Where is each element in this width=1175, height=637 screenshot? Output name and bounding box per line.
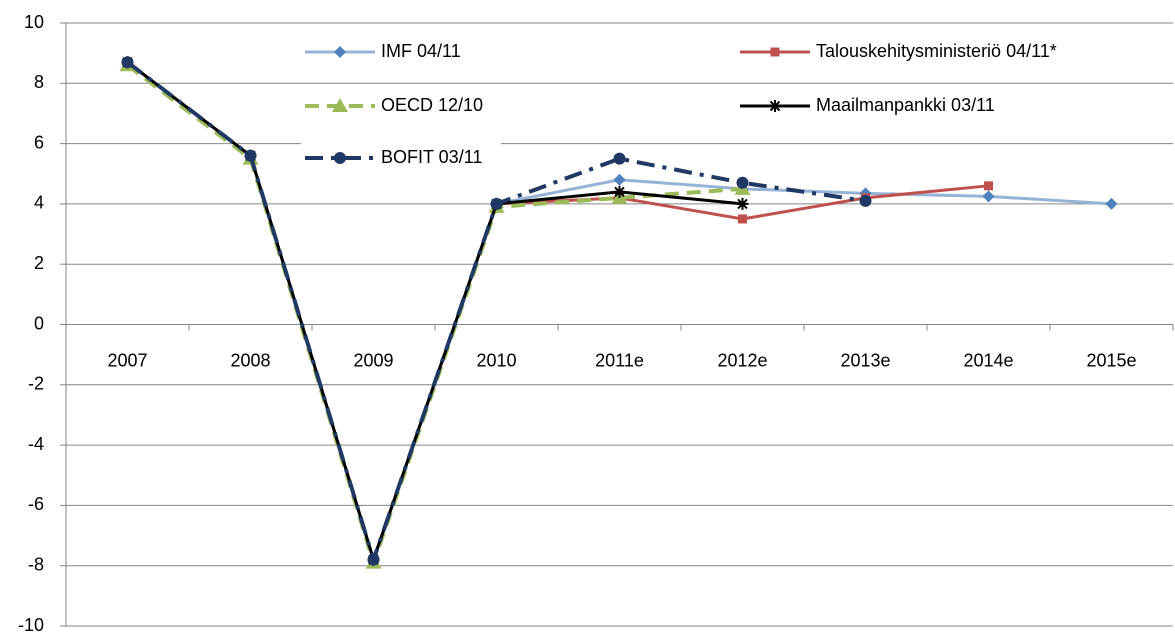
point (490, 197, 503, 210)
series-line (126, 63, 743, 570)
y-tick-label: 2 (34, 253, 44, 273)
point (859, 194, 872, 207)
y-tick-label: 10 (24, 12, 44, 32)
legend-entry: Maailmanpankki 03/11 (736, 90, 1026, 122)
point (738, 214, 747, 224)
legend-entry: BOFIT 03/11 (301, 142, 501, 174)
point (121, 56, 134, 69)
legend-entry: OECD 12/10 (301, 90, 491, 122)
point (984, 181, 993, 191)
point (367, 553, 380, 566)
legend-entry: Talouskehitysministeriö 04/11* (736, 36, 1126, 68)
point (1105, 197, 1118, 210)
x-tick-label: 2012e (717, 350, 767, 370)
point (736, 176, 749, 189)
x-tick-label: 2010 (476, 350, 516, 370)
y-tick-label: 6 (34, 132, 44, 152)
series (121, 56, 872, 567)
y-tick-label: 4 (34, 193, 44, 213)
point (613, 173, 626, 186)
point (613, 185, 626, 198)
y-tick-label: -2 (28, 374, 44, 394)
legend-label: IMF 04/11 (381, 41, 461, 61)
series-line (126, 60, 866, 567)
series-line (126, 61, 989, 565)
series (121, 56, 1118, 566)
series (119, 57, 751, 570)
legend-label: BOFIT 03/11 (381, 147, 482, 167)
y-tick-label: -10 (18, 615, 44, 635)
legend-marker (334, 46, 346, 58)
y-tick-label: -8 (28, 554, 44, 574)
y-tick-label: 8 (34, 72, 44, 92)
x-tick-label: 2009 (353, 350, 393, 370)
legend-marker (770, 47, 780, 57)
legend-entry: IMF 04/11 (301, 36, 481, 68)
legend-label: OECD 12/10 (381, 95, 483, 115)
legend-label: Maailmanpankki 03/11 (816, 95, 995, 115)
point (613, 152, 626, 165)
y-tick-label: 0 (34, 313, 44, 333)
y-tick-label: -4 (28, 434, 44, 454)
x-tick-label: 2013e (840, 350, 890, 370)
series (123, 57, 993, 565)
legend-label: Talouskehitysministeriö 04/11* (816, 41, 1057, 61)
legend-marker (334, 152, 346, 164)
x-tick-label: 2011e (595, 350, 644, 370)
legend-marker (332, 98, 348, 112)
series-line (126, 61, 1112, 565)
x-tick-label: 2014e (963, 350, 1013, 370)
legend-marker (769, 100, 781, 112)
x-tick-label: 2015e (1086, 350, 1136, 370)
y-tick-label: -6 (28, 494, 44, 514)
point (982, 190, 995, 203)
point (736, 197, 749, 210)
point (244, 149, 257, 162)
x-tick-label: 2008 (230, 350, 270, 370)
x-tick-label: 2007 (107, 350, 147, 370)
